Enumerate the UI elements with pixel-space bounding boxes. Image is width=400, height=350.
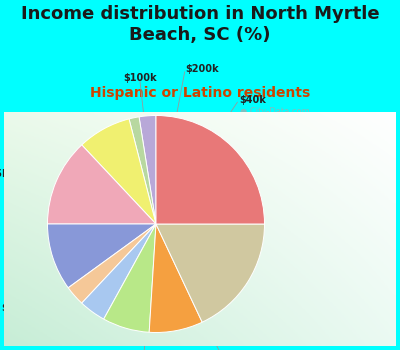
Wedge shape: [68, 224, 156, 303]
Wedge shape: [104, 224, 156, 332]
Wedge shape: [48, 224, 156, 288]
Text: $100k: $100k: [123, 74, 156, 83]
Wedge shape: [82, 119, 156, 224]
Wedge shape: [156, 116, 264, 224]
Text: $125k: $125k: [0, 169, 9, 179]
Text: $200k: $200k: [185, 64, 219, 74]
Text: $75k: $75k: [271, 327, 298, 336]
Text: $30k: $30k: [318, 206, 345, 216]
Text: $40k: $40k: [239, 95, 266, 105]
Text: ● City-Data.com: ● City-Data.com: [240, 107, 310, 116]
Text: Income distribution in North Myrtle
Beach, SC (%): Income distribution in North Myrtle Beac…: [21, 5, 379, 44]
Text: $20k: $20k: [289, 141, 316, 152]
Wedge shape: [82, 224, 156, 319]
Text: $50k: $50k: [1, 303, 28, 313]
Wedge shape: [149, 224, 202, 332]
Wedge shape: [156, 224, 264, 322]
Wedge shape: [129, 117, 156, 224]
Text: Hispanic or Latino residents: Hispanic or Latino residents: [90, 86, 310, 100]
Text: > $200k: > $200k: [306, 276, 352, 286]
Wedge shape: [48, 145, 156, 224]
Wedge shape: [139, 116, 156, 224]
